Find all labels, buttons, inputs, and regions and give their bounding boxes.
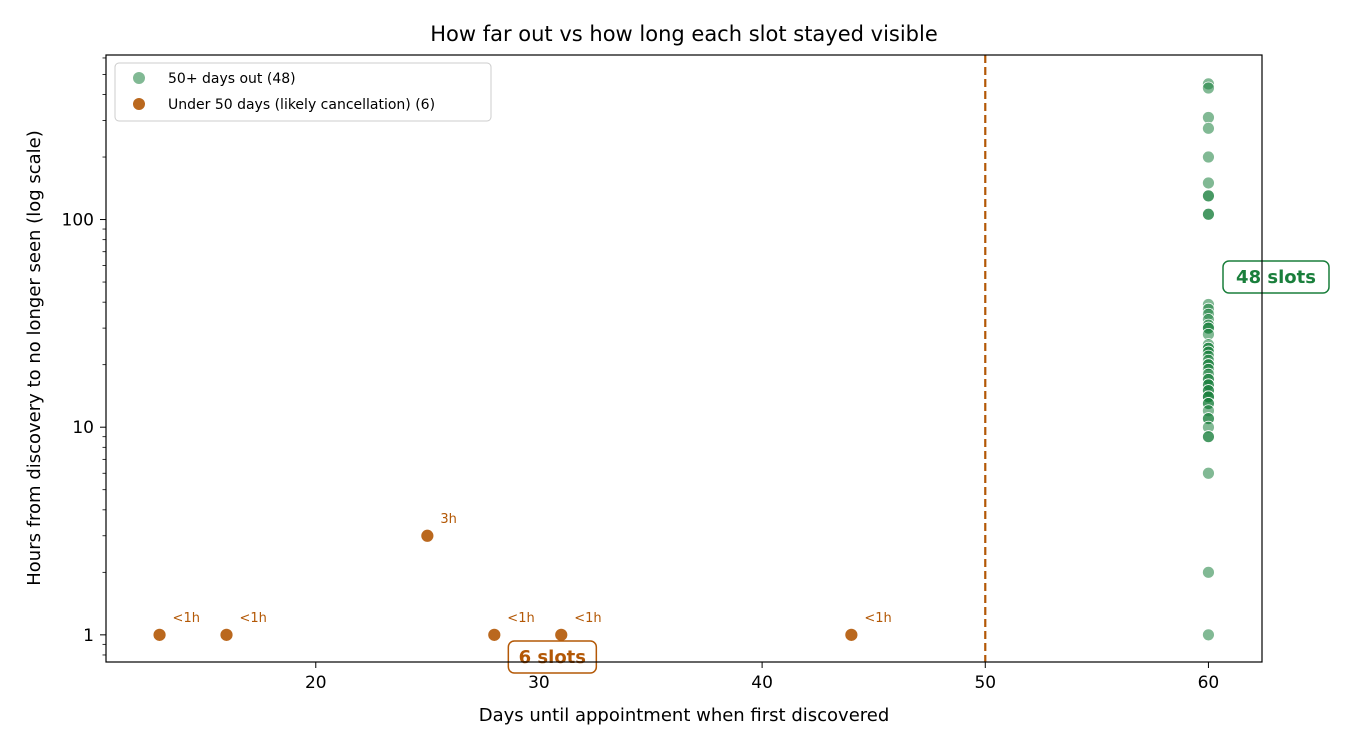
point-label: 3h: [440, 512, 457, 527]
data-point-long: [1202, 466, 1215, 480]
x-axis-label: Days until appointment when first discov…: [479, 705, 890, 726]
data-points: [152, 77, 1215, 642]
data-point-long: [1202, 565, 1215, 579]
point-label: <1h: [507, 611, 534, 626]
x-tick-label: 50: [974, 673, 996, 693]
data-point-long: [1202, 176, 1215, 190]
point-label: <1h: [574, 611, 601, 626]
legend-box: [114, 62, 492, 122]
data-point-short: [487, 627, 502, 642]
count-box-label: 6 slots: [519, 647, 586, 668]
x-tick-label: 20: [305, 673, 327, 693]
plot-area: [106, 55, 1262, 662]
y-tick-label: 1: [83, 626, 94, 646]
data-point-long: [1202, 207, 1215, 221]
x-tick-label: 60: [1198, 673, 1220, 693]
legend-marker-short: [133, 98, 145, 110]
data-point-short: [844, 627, 859, 642]
y-tick-label: 100: [62, 211, 94, 231]
plot-background: [106, 55, 1262, 662]
plot-frame: [105, 54, 1263, 663]
data-point-short: [420, 528, 435, 543]
point-label: <1h: [864, 611, 891, 626]
x-tick-label: 40: [751, 673, 773, 693]
data-point-long: [1202, 150, 1215, 164]
count-box-label: 48 slots: [1236, 267, 1316, 288]
count-box: [1222, 260, 1330, 294]
y-axis-label: Hours from discovery to no longer seen (…: [24, 130, 45, 586]
data-point-short: [554, 627, 569, 642]
chart-title: How far out vs how long each slot stayed…: [430, 22, 938, 46]
legend: 50+ days out (48) Under 50 days (likely …: [114, 62, 492, 122]
data-point-long: [1202, 628, 1215, 642]
data-point-short: [219, 627, 234, 642]
data-point-long: [1202, 111, 1215, 124]
data-point-long: [1202, 81, 1215, 95]
point-labels: <1h <1h 3h <1h <1h <1h: [173, 512, 892, 626]
legend-marker-long: [133, 72, 145, 84]
count-box: [507, 640, 598, 674]
data-point-short: [152, 627, 167, 642]
point-label: <1h: [173, 611, 200, 626]
x-tick-label: 30: [528, 673, 550, 693]
data-point-long: [1202, 430, 1215, 444]
point-label: <1h: [240, 611, 267, 626]
data-point-long: [1202, 121, 1215, 135]
data-point-long: [1202, 189, 1215, 203]
legend-label-long: 50+ days out (48): [168, 71, 296, 87]
legend-label-short: Under 50 days (likely cancellation) (6): [168, 97, 435, 113]
y-tick-label: 10: [72, 418, 94, 438]
count-annotations: 48 slots 6 slots: [507, 260, 1330, 674]
